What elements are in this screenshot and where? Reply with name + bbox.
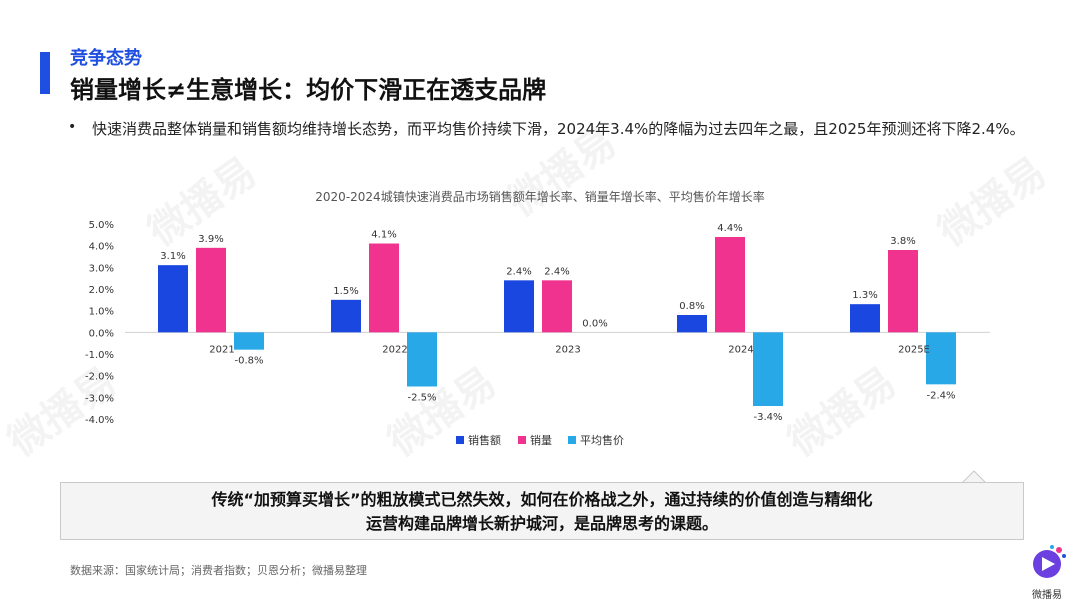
page-title: 销量增长≠生意增长：均价下滑正在透支品牌 xyxy=(70,76,547,104)
legend-swatch xyxy=(568,436,576,444)
callout-line-1: 传统“加预算买增长”的粗放模式已然失效，如何在价格战之外，通过持续的价值创造与精… xyxy=(211,490,873,509)
bar-销售额 xyxy=(331,299,361,333)
data-label: 3.8% xyxy=(890,236,915,247)
data-label: -2.5% xyxy=(407,393,436,404)
bullet-marker: • xyxy=(68,119,77,135)
y-tick-label: -1.0% xyxy=(85,350,114,361)
legend-label: 销售额 xyxy=(468,433,501,447)
accent-bar xyxy=(40,52,50,94)
y-tick-label: 2.0% xyxy=(89,285,114,296)
callout-box: 传统“加预算买增长”的粗放模式已然失效，如何在价格战之外，通过持续的价值创造与精… xyxy=(60,482,1024,540)
section-label: 竞争态势 xyxy=(70,48,142,69)
y-tick-label: 3.0% xyxy=(89,263,114,274)
bar-销量 xyxy=(888,250,918,333)
data-label: 1.5% xyxy=(333,286,358,297)
data-label: 3.9% xyxy=(198,234,223,245)
y-tick-label: -3.0% xyxy=(85,393,114,404)
legend-label: 平均售价 xyxy=(580,433,624,447)
y-tick-label: 4.0% xyxy=(89,242,114,253)
x-tick-label: 2025E xyxy=(898,344,930,355)
x-tick-label: 2022 xyxy=(382,344,407,355)
data-label: 0.8% xyxy=(679,301,704,312)
legend-swatch xyxy=(456,436,464,444)
y-tick-label: -4.0% xyxy=(85,415,114,426)
bar-销量 xyxy=(542,280,572,333)
bar-销量 xyxy=(369,243,399,333)
data-label: 3.1% xyxy=(160,251,185,262)
data-label: 4.1% xyxy=(371,230,396,241)
data-label: 2.4% xyxy=(506,266,531,277)
x-tick-label: 2023 xyxy=(555,344,580,355)
y-tick-label: 0.0% xyxy=(89,328,114,339)
bar-销量 xyxy=(715,237,745,333)
data-label: -2.4% xyxy=(926,390,955,401)
bar-销售额 xyxy=(850,304,880,333)
bar-平均售价 xyxy=(407,332,437,387)
bar-销量 xyxy=(196,247,226,333)
bar-平均售价 xyxy=(234,332,264,350)
data-label: 2.4% xyxy=(544,266,569,277)
data-label: 1.3% xyxy=(852,290,877,301)
legend-swatch xyxy=(518,436,526,444)
bar-平均售价 xyxy=(926,332,956,385)
bar-chart: 2020-2024城镇快速消费品市场销售额年增长率、销量年增长率、平均售价年增长… xyxy=(85,189,990,447)
bar-销售额 xyxy=(677,315,707,333)
data-source: 数据来源：国家统计局；消费者指数；贝恩分析；微播易整理 xyxy=(70,564,367,577)
logo-text: 微播易 xyxy=(1032,590,1062,601)
brand-logo: 微播易 xyxy=(1024,544,1070,602)
x-tick-label: 2024 xyxy=(728,344,753,355)
x-tick-label: 2021 xyxy=(209,344,234,355)
bar-平均售价 xyxy=(753,332,783,406)
chart-title: 2020-2024城镇快速消费品市场销售额年增长率、销量年增长率、平均售价年增长… xyxy=(315,189,764,204)
callout-line-2: 运营构建品牌增长新护城河，是品牌思考的课题。 xyxy=(365,514,718,533)
legend-label: 销量 xyxy=(530,433,552,447)
play-logo-icon xyxy=(1033,545,1066,578)
y-tick-label: -2.0% xyxy=(85,372,114,383)
bullet-text: 快速消费品整体销量和销售额均维持增长态势，而平均售价持续下滑，2024年3.4%… xyxy=(92,120,1025,138)
y-tick-label: 1.0% xyxy=(89,307,114,318)
bar-销售额 xyxy=(158,265,188,333)
data-label: 4.4% xyxy=(717,223,742,234)
data-label: 0.0% xyxy=(582,318,607,329)
bar-销售额 xyxy=(504,280,534,333)
y-tick-label: 5.0% xyxy=(89,220,114,231)
data-label: -3.4% xyxy=(753,412,782,423)
data-label: -0.8% xyxy=(234,356,263,367)
